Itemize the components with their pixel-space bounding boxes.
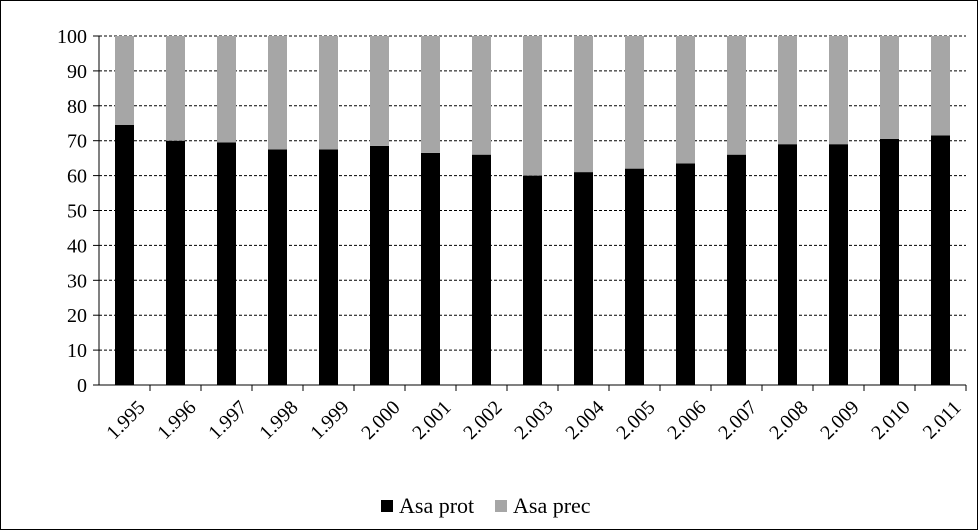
y-tick-label: 30: [67, 270, 87, 292]
y-tick-label: 20: [67, 305, 87, 327]
bar-asa-prot-2.000: [370, 145, 389, 385]
bar-asa-prec-1.995: [115, 36, 134, 125]
x-tick-label: 1.998: [255, 397, 302, 444]
x-tick-label: 2.005: [612, 397, 659, 444]
bar-asa-prec-2.006: [676, 36, 695, 164]
y-tick-label: 50: [67, 201, 87, 223]
bar-asa-prot-2.010: [880, 138, 899, 385]
bar-asa-prot-2.004: [574, 172, 593, 385]
bar-asa-prec-2.000: [370, 36, 389, 146]
x-tick-labels: 1.995 1.996 1.997 1.998 1.999 2.000 2.001 2.002…: [102, 397, 965, 444]
legend-swatch-asa-prec: [495, 500, 507, 512]
bar-asa-prot-2.003: [523, 175, 542, 385]
y-tick-labels: 0 10 20 30 40 50 60 70 80 90 100: [57, 26, 87, 397]
bar-asa-prec-2.007: [727, 36, 746, 155]
bar-asa-prot-2.007: [727, 154, 746, 385]
bar-asa-prec-2.010: [880, 36, 899, 139]
x-tick-label: 1.999: [306, 397, 353, 444]
bar-asa-prec-1.997: [217, 36, 236, 143]
x-tick-label: 2.006: [663, 397, 710, 444]
x-tick-label: 2.002: [459, 397, 506, 444]
legend-label-asa-prec: Asa prec: [513, 493, 591, 518]
bar-asa-prec-2.004: [574, 36, 593, 173]
y-tick-label: 10: [67, 340, 87, 362]
bar-asa-prec-2.011: [931, 36, 950, 136]
bar-asa-prot-1.995: [115, 124, 134, 386]
x-tick-label: 1.995: [102, 397, 149, 444]
bar-asa-prot-2.006: [676, 163, 695, 385]
y-tick-label: 100: [57, 26, 87, 48]
x-tick-label: 2.004: [561, 397, 608, 444]
x-tick-label: 2.003: [510, 397, 557, 444]
x-tick-label: 1.997: [204, 397, 251, 444]
bar-asa-prot-1.997: [217, 142, 236, 385]
x-tick-label: 2.009: [816, 397, 863, 444]
bar-asa-prec-2.008: [778, 36, 797, 145]
x-tick-label: 2.010: [867, 397, 914, 444]
bar-asa-prec-2.001: [421, 36, 440, 153]
x-tick-label: 2.007: [714, 397, 761, 444]
bar-asa-prot-2.008: [778, 144, 797, 385]
x-tick-label: 2.008: [765, 397, 812, 444]
x-tick-label: 2.000: [357, 397, 404, 444]
x-tick-label: 1.996: [153, 397, 200, 444]
y-tick-label: 80: [67, 96, 87, 118]
bar-asa-prec-1.996: [166, 36, 185, 141]
bar-asa-prot-1.999: [319, 149, 338, 385]
legend-swatch-asa-prot: [381, 500, 393, 512]
legend: Asa prot Asa prec: [381, 493, 591, 518]
y-tick-label: 60: [67, 166, 87, 188]
bar-asa-prec-2.009: [829, 36, 848, 145]
x-tick-label: 2.001: [408, 397, 455, 444]
y-tick-label: 90: [67, 61, 87, 83]
axes: [93, 35, 967, 391]
bar-asa-prot-2.001: [421, 152, 440, 385]
bar-asa-prot-2.011: [931, 135, 950, 385]
bar-asa-prot-2.005: [625, 168, 644, 385]
bar-asa-prot-1.996: [166, 140, 185, 385]
y-tick-label: 0: [77, 375, 87, 397]
bar-asa-prot-1.998: [268, 149, 287, 385]
bars: [115, 36, 950, 386]
legend-label-asa-prot: Asa prot: [399, 493, 474, 518]
bar-asa-prec-1.998: [268, 36, 287, 150]
bar-asa-prec-2.005: [625, 36, 644, 169]
bar-asa-prec-2.002: [472, 36, 491, 155]
y-tick-label: 70: [67, 131, 87, 153]
bar-asa-prec-1.999: [319, 36, 338, 150]
gridlines: [99, 35, 966, 351]
y-tick-label: 40: [67, 235, 87, 257]
bar-asa-prot-2.002: [472, 154, 491, 385]
bar-asa-prec-2.003: [523, 36, 542, 176]
x-tick-label: 2.011: [919, 397, 966, 444]
bar-asa-prot-2.009: [829, 144, 848, 385]
